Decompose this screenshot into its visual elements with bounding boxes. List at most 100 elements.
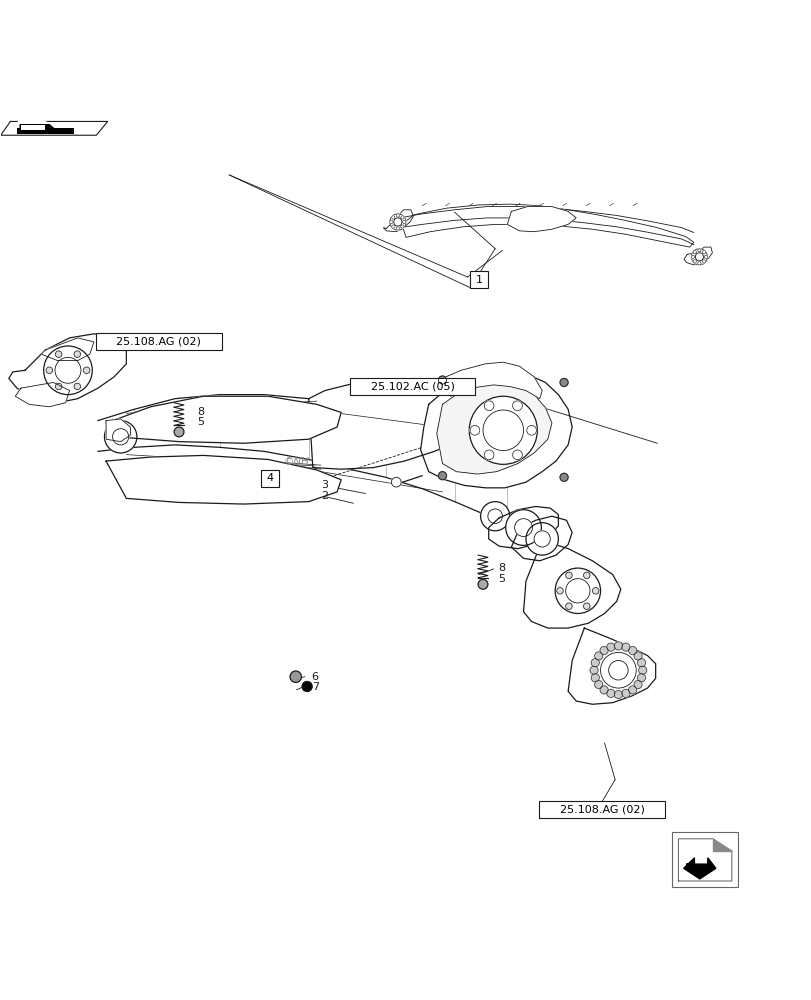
Circle shape [55,351,62,357]
Text: ©NH: ©NH [283,457,309,467]
Circle shape [470,425,479,435]
Bar [21,125,45,130]
Polygon shape [98,395,527,536]
Circle shape [614,690,622,699]
Bar [539,801,664,818]
Circle shape [389,214,406,230]
Text: 5: 5 [197,417,204,427]
Circle shape [483,410,523,451]
Polygon shape [401,204,693,247]
Circle shape [483,450,493,460]
Circle shape [702,251,705,254]
Polygon shape [511,516,572,561]
Circle shape [590,666,598,674]
Polygon shape [488,506,558,549]
Polygon shape [677,839,731,881]
Circle shape [391,477,401,487]
Circle shape [614,642,622,650]
Circle shape [590,659,599,667]
Circle shape [628,686,636,694]
Circle shape [393,218,401,226]
Circle shape [565,603,572,609]
Circle shape [697,262,700,265]
Circle shape [693,251,696,254]
Circle shape [483,401,493,411]
Circle shape [637,659,645,667]
Text: 8: 8 [497,563,504,573]
Circle shape [690,255,693,258]
Circle shape [606,689,614,697]
Polygon shape [383,210,413,232]
Circle shape [637,674,645,682]
Circle shape [74,383,80,390]
Circle shape [599,686,607,694]
Circle shape [560,378,568,387]
Circle shape [391,216,394,219]
Circle shape [512,401,521,411]
Polygon shape [420,370,572,488]
Circle shape [401,216,404,219]
Circle shape [526,523,558,555]
Circle shape [514,519,532,536]
Circle shape [534,531,550,547]
Text: 25.102.AC (05): 25.102.AC (05) [370,382,454,392]
Bar [17,128,74,134]
Polygon shape [568,628,654,704]
Circle shape [389,220,393,224]
Polygon shape [683,247,711,265]
Polygon shape [106,396,341,443]
Circle shape [690,249,706,265]
Circle shape [594,652,602,660]
Circle shape [113,429,129,445]
Circle shape [396,227,399,230]
Polygon shape [41,338,94,361]
Text: 8: 8 [197,407,204,417]
Bar [96,333,221,350]
Circle shape [505,510,541,545]
Text: 25.108.AG (02): 25.108.AG (02) [116,337,201,347]
Circle shape [512,450,521,460]
Bar [260,470,278,487]
Circle shape [592,588,599,594]
Polygon shape [308,380,487,469]
Text: 1: 1 [475,275,482,285]
Circle shape [633,680,642,689]
Circle shape [555,568,600,613]
Text: 25.108.AG (02): 25.108.AG (02) [559,805,644,815]
Circle shape [74,351,80,357]
Circle shape [526,425,536,435]
Circle shape [55,357,81,383]
Text: 6: 6 [311,672,319,682]
Circle shape [693,260,696,263]
Polygon shape [9,334,127,403]
Polygon shape [436,382,551,474]
Circle shape [290,671,301,682]
Text: 4: 4 [266,473,273,483]
Circle shape [105,421,137,453]
Circle shape [697,249,700,252]
Circle shape [599,647,607,655]
Polygon shape [712,839,731,851]
Circle shape [694,253,702,261]
Circle shape [565,579,590,603]
Polygon shape [438,362,542,399]
Circle shape [621,643,629,651]
Circle shape [583,572,590,579]
Circle shape [302,682,311,691]
Circle shape [469,396,537,464]
Circle shape [608,661,628,680]
Circle shape [391,225,394,228]
Circle shape [594,680,602,689]
Polygon shape [1,121,108,135]
Circle shape [638,666,646,674]
Circle shape [478,579,487,589]
Circle shape [583,603,590,609]
Circle shape [487,509,502,524]
Circle shape [396,214,399,217]
Circle shape [633,652,642,660]
Bar [350,378,474,395]
Circle shape [600,652,636,688]
Circle shape [401,225,404,228]
Polygon shape [20,125,55,132]
Circle shape [402,220,406,224]
